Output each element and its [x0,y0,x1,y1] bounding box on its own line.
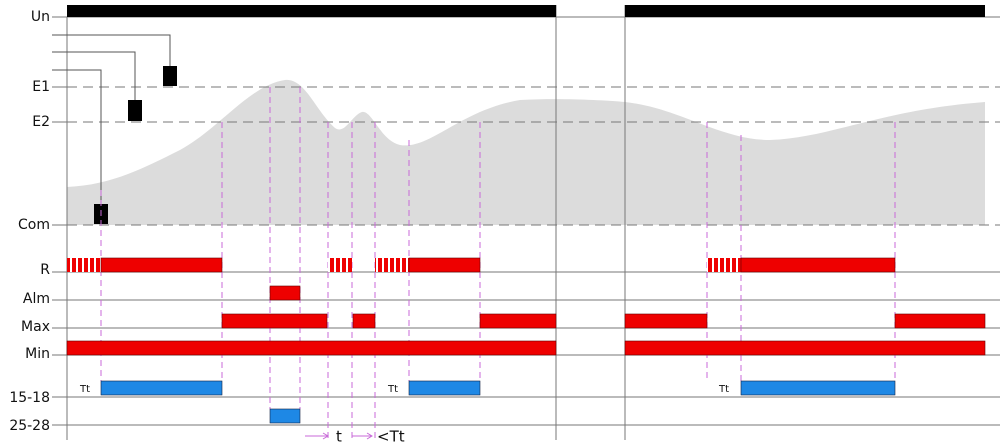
alarm-bar [269,285,301,301]
output-bars [100,380,896,424]
row-label: Max [21,319,50,335]
row-label: 15-18 [9,390,50,406]
timing-label: <Tt [377,428,405,446]
delay-label: Tt [79,384,90,395]
row-label: E1 [32,79,50,95]
supply-bar [625,5,985,17]
delay-label: Tt [718,384,729,395]
signal-area [67,79,985,225]
supply-bar [67,5,556,17]
row-label: Alm [23,291,50,307]
timing-label: t [336,428,342,446]
timing-arrows [305,432,373,440]
max-bars [221,313,986,329]
row-label: Un [31,9,50,25]
row-label: 25-28 [9,418,50,434]
min-bars [66,340,986,356]
row-label: R [40,262,50,278]
row-label: Com [18,217,50,233]
row-label: E2 [32,114,50,130]
relay-bars [67,257,896,273]
row-label: Min [25,346,50,362]
delay-label: Tt [387,384,398,395]
